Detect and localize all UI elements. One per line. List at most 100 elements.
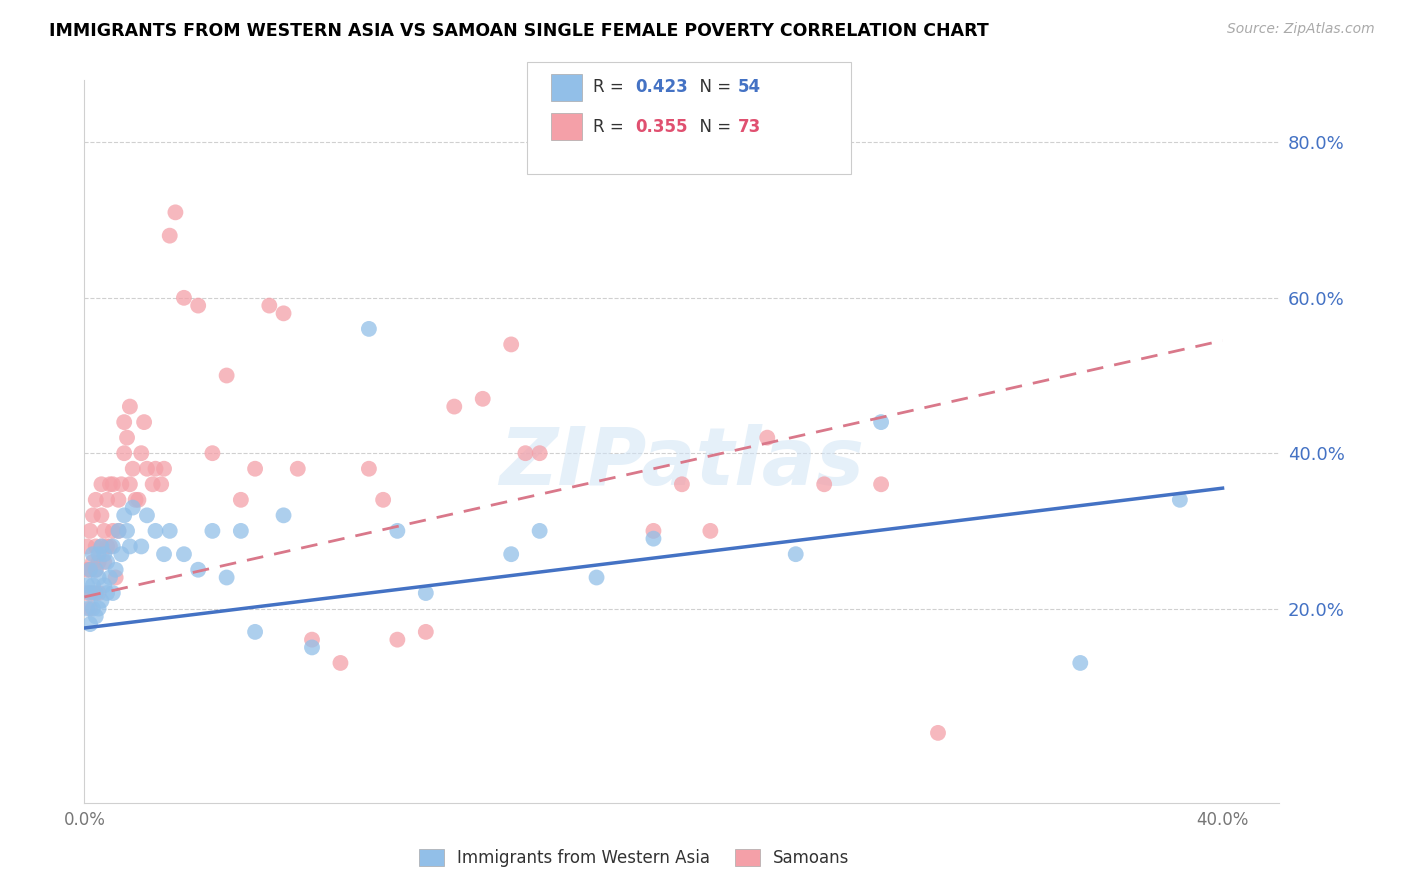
Point: [443, 400, 465, 414]
Text: Source: ZipAtlas.com: Source: ZipAtlas.com: [1227, 22, 1375, 37]
Point: [115, 431, 138, 445]
Point: [415, 586, 437, 600]
Point: [107, 524, 129, 538]
Point: [870, 415, 893, 429]
Point: [96, 540, 118, 554]
Point: [93, 578, 115, 592]
Point: [84, 586, 107, 600]
Point: [82, 586, 104, 600]
Point: [870, 477, 893, 491]
Point: [98, 540, 121, 554]
Point: [145, 524, 167, 538]
Text: 0.423: 0.423: [636, 78, 689, 96]
Point: [159, 228, 181, 243]
Point: [79, 563, 101, 577]
Point: [101, 524, 124, 538]
Point: [82, 555, 104, 569]
Point: [82, 508, 104, 523]
Point: [90, 508, 112, 523]
Point: [173, 291, 195, 305]
Point: [699, 524, 721, 538]
Point: [387, 632, 409, 647]
Point: [112, 508, 135, 523]
Point: [273, 306, 295, 320]
Point: [301, 640, 323, 655]
Point: [87, 601, 110, 615]
Point: [101, 540, 124, 554]
Point: [129, 446, 152, 460]
Text: 0.355: 0.355: [636, 118, 688, 136]
Point: [201, 446, 224, 460]
Point: [813, 477, 835, 491]
Point: [121, 500, 143, 515]
Point: [82, 601, 104, 615]
Point: [153, 461, 176, 475]
Point: [121, 461, 143, 475]
Point: [129, 540, 152, 554]
Text: R =: R =: [593, 118, 630, 136]
Point: [118, 540, 141, 554]
Point: [1069, 656, 1091, 670]
Point: [329, 656, 352, 670]
Point: [229, 524, 252, 538]
Point: [84, 609, 107, 624]
Text: 54: 54: [738, 78, 761, 96]
Point: [96, 492, 118, 507]
Point: [301, 632, 323, 647]
Point: [671, 477, 693, 491]
Point: [201, 524, 224, 538]
Point: [229, 492, 252, 507]
Text: R =: R =: [593, 78, 630, 96]
Point: [90, 477, 112, 491]
Point: [82, 578, 104, 592]
Point: [643, 532, 665, 546]
Point: [243, 624, 266, 639]
Point: [643, 524, 665, 538]
Point: [243, 461, 266, 475]
Point: [107, 492, 129, 507]
Point: [87, 586, 110, 600]
Point: [104, 563, 127, 577]
Point: [79, 563, 101, 577]
Point: [118, 400, 141, 414]
Point: [98, 570, 121, 584]
Point: [501, 547, 523, 561]
Point: [471, 392, 494, 406]
Point: [115, 524, 138, 538]
Point: [107, 524, 129, 538]
Text: N =: N =: [689, 78, 737, 96]
Point: [87, 570, 110, 584]
Point: [501, 337, 523, 351]
Point: [1168, 492, 1191, 507]
Point: [415, 624, 437, 639]
Text: 73: 73: [738, 118, 762, 136]
Point: [84, 540, 107, 554]
Point: [785, 547, 807, 561]
Point: [110, 547, 132, 561]
Point: [150, 477, 173, 491]
Point: [76, 586, 98, 600]
Point: [101, 586, 124, 600]
Point: [145, 461, 167, 475]
Point: [110, 477, 132, 491]
Point: [98, 477, 121, 491]
Point: [90, 540, 112, 554]
Point: [84, 563, 107, 577]
Point: [93, 547, 115, 561]
Point: [585, 570, 607, 584]
Point: [159, 524, 181, 538]
Point: [357, 461, 380, 475]
Point: [187, 563, 209, 577]
Point: [84, 492, 107, 507]
Point: [112, 446, 135, 460]
Point: [96, 586, 118, 600]
Point: [357, 322, 380, 336]
Point: [76, 601, 98, 615]
Point: [187, 299, 209, 313]
Text: ZIPatlas: ZIPatlas: [499, 425, 865, 502]
Point: [515, 446, 537, 460]
Point: [387, 524, 409, 538]
Point: [93, 524, 115, 538]
Point: [132, 415, 156, 429]
Point: [79, 601, 101, 615]
